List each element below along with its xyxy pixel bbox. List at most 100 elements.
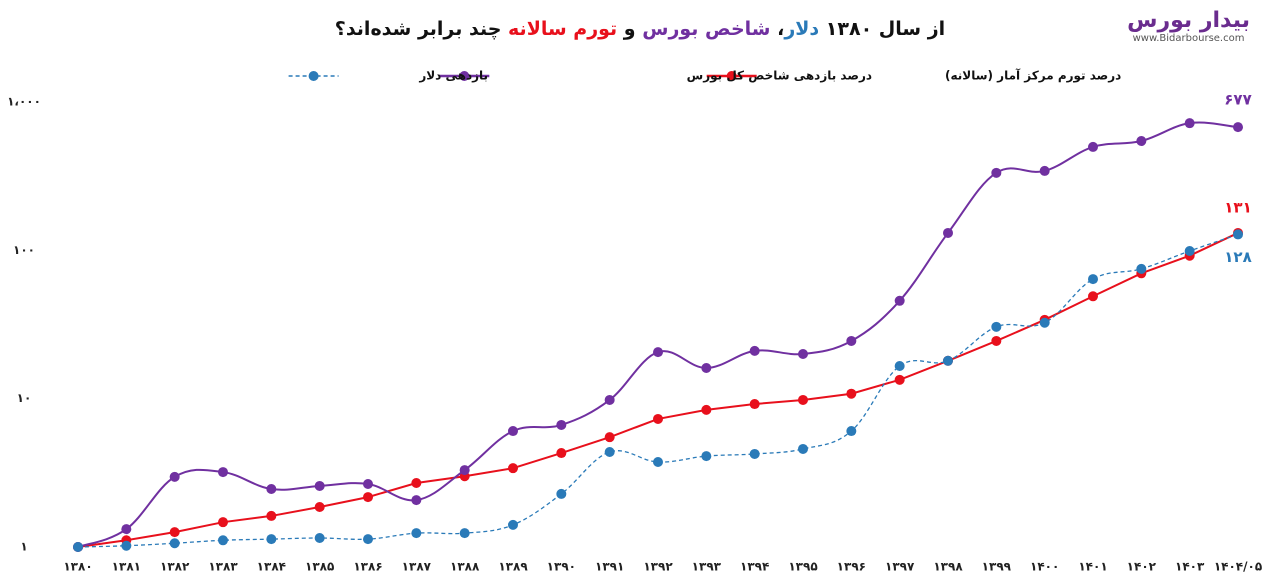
data-point xyxy=(749,448,760,459)
data-point xyxy=(556,448,567,459)
data-point xyxy=(749,399,760,410)
y-tick-label: ۱،۰۰۰ xyxy=(7,95,41,109)
x-tick-label: ۱۳۹۷ xyxy=(885,560,915,574)
data-point xyxy=(943,355,953,366)
series-line xyxy=(77,233,1239,548)
data-point xyxy=(314,502,325,513)
data-point xyxy=(798,394,808,405)
title-part: تورم سالانه xyxy=(508,18,618,40)
data-point xyxy=(846,335,857,346)
data-point xyxy=(846,388,857,399)
x-tick-label: ۱۳۸۲ xyxy=(160,560,190,574)
data-point xyxy=(653,457,663,468)
legend-label: درصد تورم مرکز آمار (سالانه) xyxy=(945,68,1121,84)
data-point xyxy=(459,465,470,476)
x-tick-label: ۱۳۹۴ xyxy=(740,560,769,574)
data-point xyxy=(1088,274,1098,285)
series-line xyxy=(77,121,1239,548)
x-tick-label: ۱۳۹۹ xyxy=(982,560,1012,574)
data-point xyxy=(1184,118,1195,129)
data-point xyxy=(169,471,180,482)
value-label: ۱۲۸ xyxy=(1224,248,1251,266)
x-tick-label: ۱۳۹۲ xyxy=(643,560,673,574)
x-tick-label: ۱۳۸۷ xyxy=(402,560,432,574)
x-tick-label: ۱۴۰۰ xyxy=(1030,560,1059,574)
data-point xyxy=(1184,245,1195,256)
data-point xyxy=(991,321,1002,332)
x-tick-label: ۱۳۸۸ xyxy=(450,560,480,574)
title-part: از سال ۱۳۸۰ xyxy=(819,18,946,40)
x-tick-label: ۱۳۹۶ xyxy=(837,560,866,574)
data-point xyxy=(556,488,567,499)
data-point xyxy=(1039,165,1050,176)
x-tick-label: ۱۳۸۳ xyxy=(208,560,238,574)
data-point xyxy=(169,527,180,538)
legend-label: بازدهی دلار xyxy=(418,69,488,83)
x-tick-label: ۱۳۸۱ xyxy=(112,560,141,574)
data-point xyxy=(701,404,712,415)
data-point xyxy=(604,432,615,443)
data-point xyxy=(266,484,277,495)
data-point xyxy=(314,480,325,491)
value-label: ۱۳۱ xyxy=(1224,198,1251,216)
data-point xyxy=(459,528,470,539)
data-point xyxy=(653,413,663,424)
chart-title: از سال ۱۳۸۰ دلار، شاخص بورس و تورم سالان… xyxy=(0,18,1280,40)
x-tick-label: ۱۳۸۵ xyxy=(305,560,334,574)
x-tick-label: ۱۳۸۰ xyxy=(63,560,92,574)
data-point xyxy=(411,478,422,489)
data-point xyxy=(1233,122,1243,133)
x-tick-label: ۱۴۰۲ xyxy=(1127,560,1157,574)
data-point xyxy=(701,451,712,462)
x-tick-label: ۱۳۹۰ xyxy=(547,560,576,574)
data-point xyxy=(508,519,518,530)
legend-item: بازدهی دلار xyxy=(288,69,488,83)
data-point xyxy=(894,295,905,306)
y-tick-label: ۱۰ xyxy=(17,391,32,405)
data-point xyxy=(653,347,663,358)
logo: بیدار بورس www.Bidarbourse.com xyxy=(1127,8,1250,44)
data-point xyxy=(604,446,615,457)
y-tick-label: ۱ xyxy=(20,540,27,554)
data-point xyxy=(218,517,228,528)
x-tick-label: ۱۳۹۳ xyxy=(692,560,722,574)
data-point xyxy=(73,542,83,552)
data-point xyxy=(363,492,373,503)
x-tick-label: ۱۳۹۵ xyxy=(788,560,817,574)
logo-url: www.Bidarbourse.com xyxy=(1132,33,1245,44)
x-tick-label: ۱۳۹۱ xyxy=(595,560,624,574)
data-point xyxy=(1088,141,1098,152)
legend-label: درصد بازدهی شاخص کل بورس xyxy=(687,69,872,84)
data-point xyxy=(121,524,132,535)
data-point xyxy=(314,532,325,543)
data-point xyxy=(363,534,373,545)
data-point xyxy=(556,419,567,430)
data-point xyxy=(846,426,857,437)
title-part: ، xyxy=(770,18,785,40)
data-point xyxy=(701,362,712,373)
x-tick-label: ۱۴۰۱ xyxy=(1078,560,1107,574)
data-point xyxy=(943,227,953,238)
data-point xyxy=(508,463,518,474)
legend-item: درصد بازدهی شاخص کل بورس xyxy=(439,69,872,84)
legend-item: درصد تورم مرکز آمار (سالانه) xyxy=(706,68,1121,84)
data-point xyxy=(991,335,1002,346)
x-tick-label: ۱۴۰۳ xyxy=(1175,560,1205,574)
data-point xyxy=(266,510,277,521)
data-point xyxy=(363,478,373,489)
data-point xyxy=(411,495,422,506)
y-tick-label: ۱۰۰ xyxy=(13,243,35,257)
data-point xyxy=(1088,291,1098,302)
data-point xyxy=(266,534,277,545)
data-point xyxy=(121,540,132,551)
data-point xyxy=(411,528,422,539)
value-label: ۶۷۷ xyxy=(1224,91,1251,109)
legend-marker xyxy=(726,71,737,81)
title-part: دلار xyxy=(784,18,820,40)
series-line xyxy=(77,232,1239,548)
data-point xyxy=(798,443,808,454)
title-part: شاخص بورس xyxy=(642,18,771,40)
x-tick-label: ۱۳۸۶ xyxy=(353,560,382,574)
data-point xyxy=(169,538,180,549)
